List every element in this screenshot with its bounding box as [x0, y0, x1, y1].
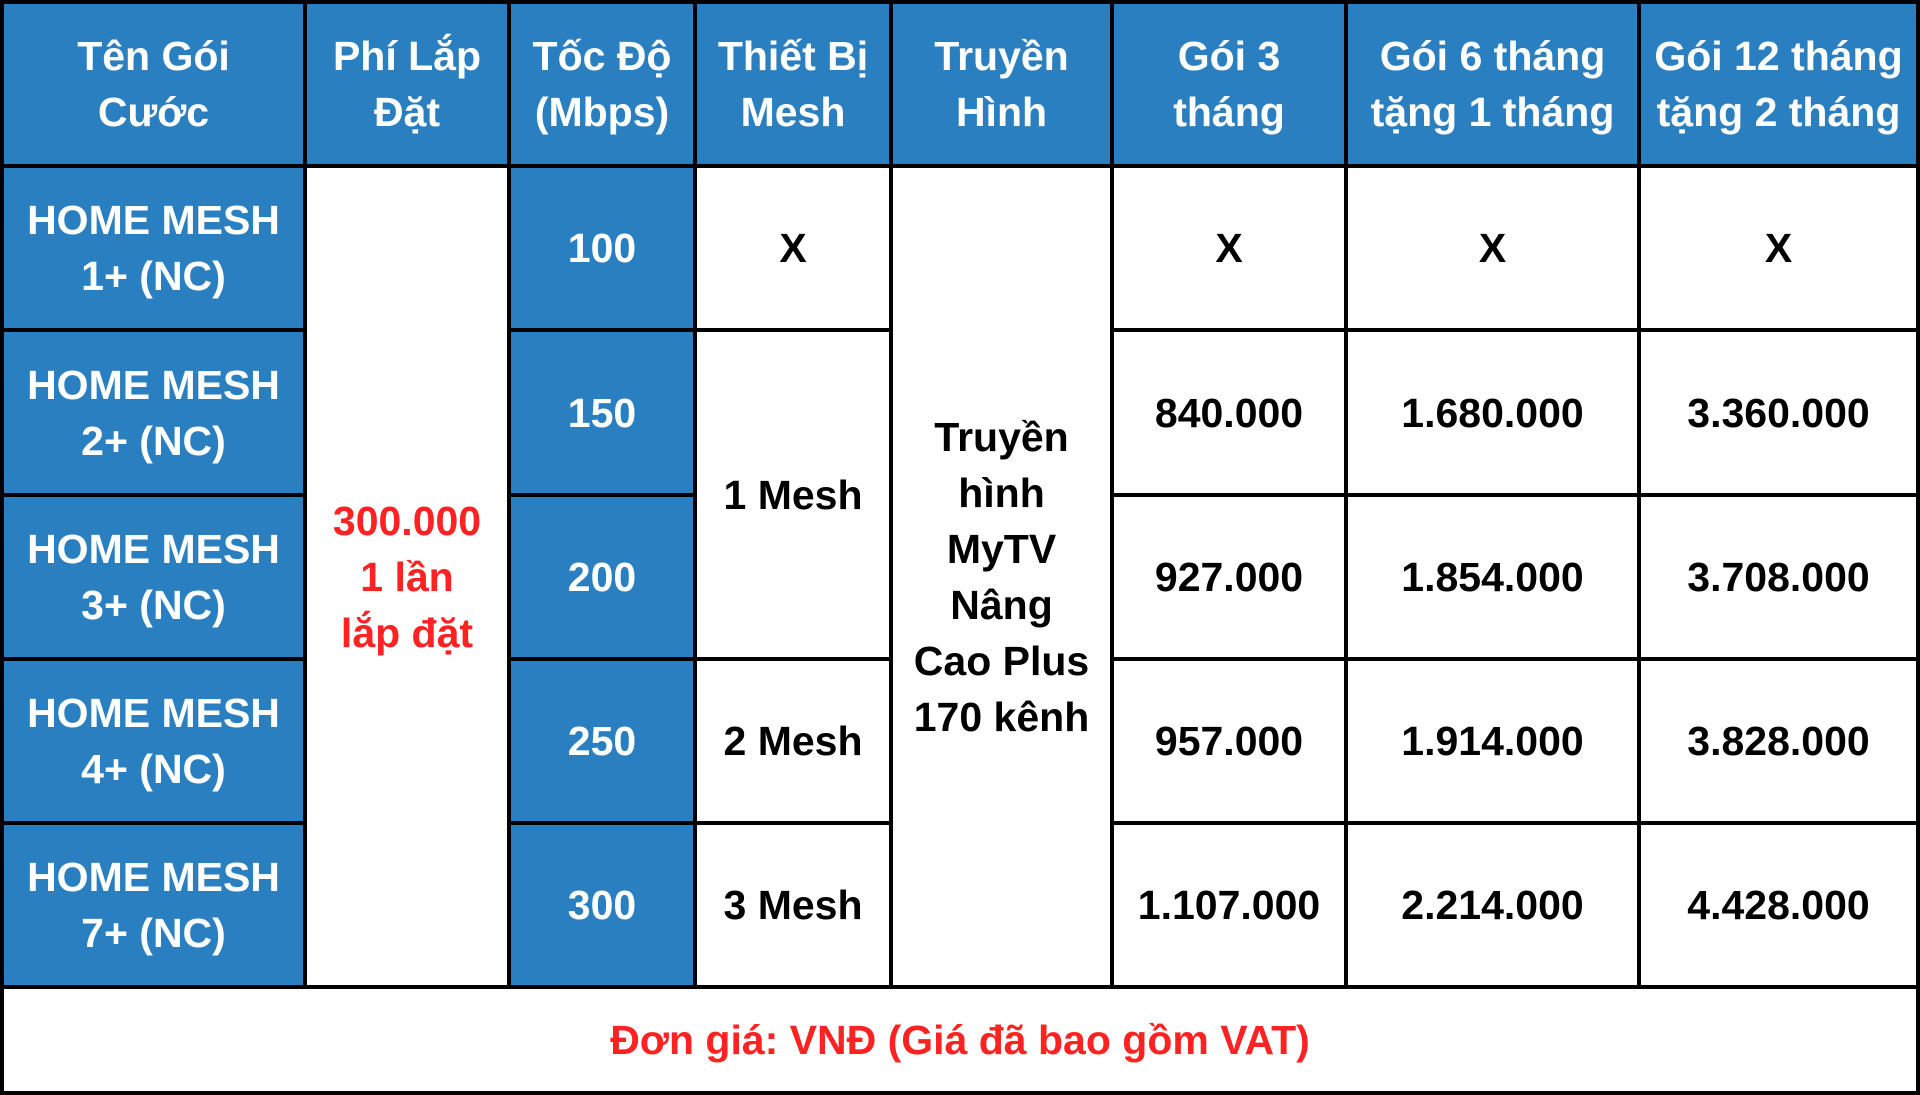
table-row: HOME MESH 1+ (NC) 300.000 1 lần lắp đặt 100…: [4, 168, 1916, 986]
package-name-cell: HOME MESH 1+ (NC): [4, 168, 303, 329]
header-6-month: Gói 6 tháng tặng 1 tháng: [1348, 4, 1637, 165]
speed-cell: 200: [511, 496, 693, 657]
price-3-month-cell: X: [1114, 168, 1344, 329]
mesh-cell: 1 Mesh: [697, 332, 889, 657]
price-12-month-cell: 3.708.000: [1641, 496, 1916, 657]
header-3-month: Gói 3 tháng: [1114, 4, 1344, 165]
price-6-month-cell: 1.914.000: [1348, 660, 1637, 822]
table-row: HOME MESH 4+ (NC) 250 2 Mesh 957.000 1.91…: [4, 660, 1916, 822]
header-tv: Truyền Hình: [893, 4, 1110, 165]
price-3-month-cell: 957.000: [1114, 660, 1344, 822]
price-12-month-cell: 3.360.000: [1641, 332, 1916, 493]
installation-fee-cell: 300.000 1 lần lắp đặt: [307, 168, 507, 986]
package-name-cell: HOME MESH 4+ (NC): [4, 660, 303, 822]
table-row: HOME MESH 2+ (NC) 150 1 Mesh 840.000 1.68…: [4, 332, 1916, 657]
mesh-cell: X: [697, 168, 889, 329]
table-row: HOME MESH 7+ (NC) 300 3 Mesh 1.107.000 2.…: [4, 825, 1916, 986]
footer-row: Đơn giá: VNĐ (Giá đã bao gồm VAT): [4, 989, 1916, 1091]
mesh-cell: 2 Mesh: [697, 660, 889, 822]
header-row: Tên Gói Cước Phí Lắp Đặt Tốc Độ (Mbps) Thiế…: [4, 4, 1916, 165]
speed-cell: 150: [511, 332, 693, 493]
header-mesh-device: Thiết Bị Mesh: [697, 4, 889, 165]
price-12-month-cell: 4.428.000: [1641, 825, 1916, 986]
package-name-cell: HOME MESH 2+ (NC): [4, 332, 303, 493]
price-note: Đơn giá: VNĐ (Giá đã bao gồm VAT): [4, 989, 1916, 1091]
price-6-month-cell: 1.680.000: [1348, 332, 1637, 493]
speed-cell: 250: [511, 660, 693, 822]
speed-cell: 300: [511, 825, 693, 986]
table-row: HOME MESH 3+ (NC) 200 927.000 1.854.000 3…: [4, 496, 1916, 657]
price-12-month-cell: X: [1641, 168, 1916, 329]
header-installation-fee: Phí Lắp Đặt: [307, 4, 507, 165]
header-12-month: Gói 12 tháng tặng 2 tháng: [1641, 4, 1916, 165]
price-12-month-cell: 3.828.000: [1641, 660, 1916, 822]
price-6-month-cell: 1.854.000: [1348, 496, 1637, 657]
price-3-month-cell: 927.000: [1114, 496, 1344, 657]
price-6-month-cell: X: [1348, 168, 1637, 329]
package-name-cell: HOME MESH 7+ (NC): [4, 825, 303, 986]
speed-cell: 100: [511, 168, 693, 329]
package-name-cell: HOME MESH 3+ (NC): [4, 496, 303, 657]
price-6-month-cell: 2.214.000: [1348, 825, 1637, 986]
header-speed: Tốc Độ (Mbps): [511, 4, 693, 165]
mesh-cell: 3 Mesh: [697, 825, 889, 986]
header-package-name: Tên Gói Cước: [4, 4, 303, 165]
tv-cell: Truyền hình MyTV Nâng Cao Plus 170 kênh: [893, 168, 1110, 986]
price-3-month-cell: 1.107.000: [1114, 825, 1344, 986]
price-3-month-cell: 840.000: [1114, 332, 1344, 493]
